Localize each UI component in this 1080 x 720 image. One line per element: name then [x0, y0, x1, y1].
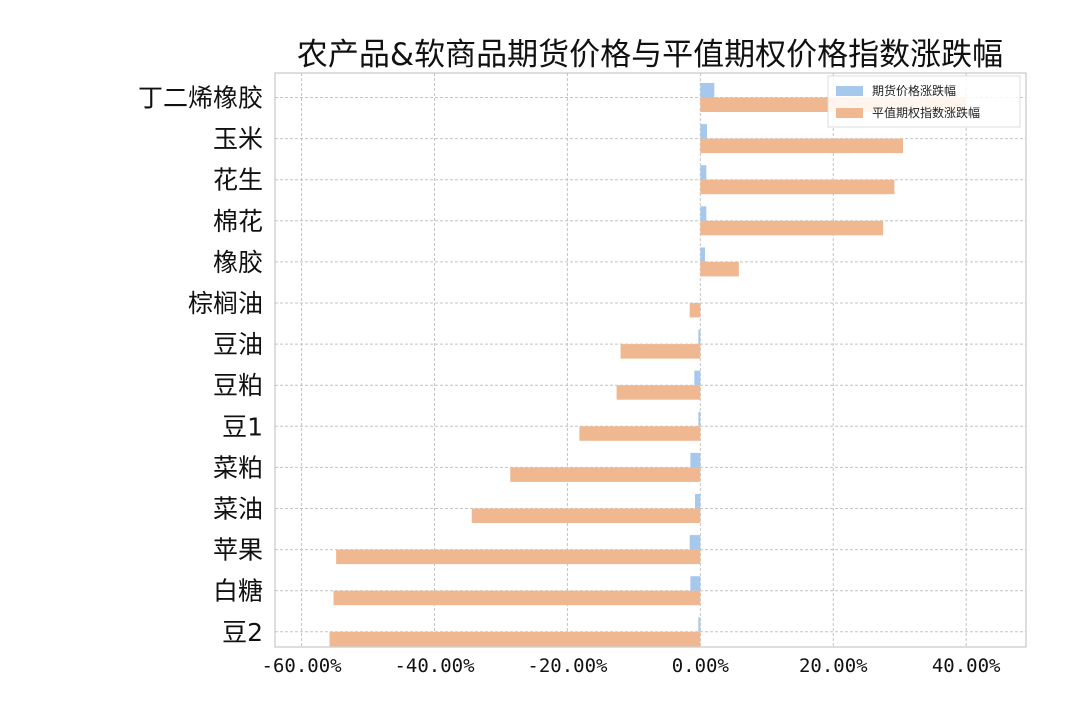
bar-options [616, 385, 701, 400]
bar-options [471, 508, 701, 523]
category-label: 苹果 [213, 536, 263, 565]
x-tick-label: -60.00% [262, 655, 343, 677]
category-label: 豆2 [222, 618, 263, 647]
bar-options [700, 179, 895, 195]
bar-options [620, 344, 701, 359]
x-tick-label: -20.00% [527, 655, 608, 677]
bar-options [700, 220, 884, 236]
legend-swatch-futures [836, 86, 863, 96]
x-tick-label: -40.00% [394, 655, 475, 677]
bar-futures [700, 124, 707, 139]
category-label: 菜粕 [213, 453, 263, 482]
x-tick-label: 40.00% [932, 655, 1001, 677]
bar-options [579, 426, 701, 441]
legend-box [827, 75, 1021, 128]
bars [329, 83, 967, 647]
bar-futures [689, 535, 701, 550]
bar-futures [698, 617, 701, 632]
legend: 期货价格涨跌幅 平值期权指数涨跌幅 [827, 75, 1021, 128]
legend-label-options: 平值期权指数涨跌幅 [872, 105, 980, 120]
bar-options [333, 590, 701, 606]
bar-options [689, 303, 701, 318]
bar-options [336, 549, 701, 565]
x-tick-label: 20.00% [799, 655, 868, 677]
bar-futures [690, 452, 701, 468]
bar-futures [700, 247, 705, 262]
bar-futures [695, 494, 701, 509]
bar-futures [698, 411, 701, 427]
category-label: 玉米 [213, 125, 263, 154]
bar-futures [694, 370, 701, 386]
category-label: 白糖 [213, 577, 263, 606]
x-tick-labels: -60.00% -40.00% -20.00% 0.00% 20.00% 40.00% [262, 655, 1002, 677]
category-label: 豆1 [222, 412, 263, 441]
category-label: 豆油 [213, 330, 263, 359]
legend-label-futures: 期货价格涨跌幅 [872, 83, 956, 98]
bar-futures [700, 165, 707, 180]
category-label: 橡胶 [213, 248, 263, 277]
category-label: 棕榈油 [188, 289, 263, 318]
category-label: 豆粕 [213, 371, 263, 400]
bar-options [700, 138, 904, 154]
bar-futures [700, 83, 715, 98]
bar-futures [690, 576, 701, 591]
category-label: 花生 [213, 166, 263, 195]
chart-title: 农产品&软商品期货价格与平值期权价格指数涨跌幅 [297, 37, 1003, 73]
plot-frame [274, 72, 1027, 648]
bar-options [329, 631, 701, 647]
legend-swatch-options [836, 108, 863, 118]
x-tick-label: 0.00% [672, 655, 730, 677]
bar-options [510, 467, 701, 482]
bar-futures [698, 329, 701, 345]
category-label: 菜油 [213, 495, 263, 524]
bar-options [700, 261, 739, 277]
category-label: 棉花 [213, 207, 263, 236]
bar-futures [700, 206, 707, 221]
category-label: 丁二烯橡胶 [138, 84, 263, 113]
